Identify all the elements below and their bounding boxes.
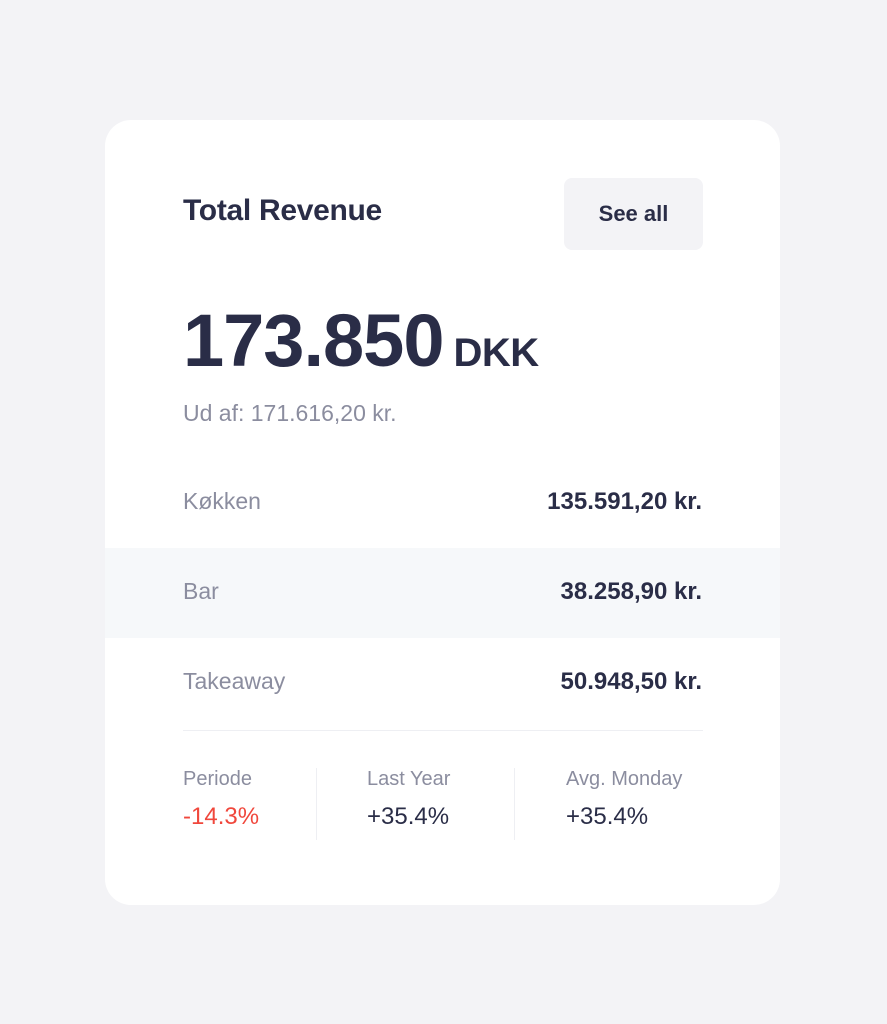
card-header: Total Revenue See all	[183, 178, 703, 250]
row-value: 50.948,50 kr.	[560, 668, 702, 695]
total-amount: 173.850	[183, 299, 444, 382]
total-currency: DKK	[453, 331, 540, 375]
stat-periode: Periode -14.3%	[183, 768, 259, 848]
divider	[183, 730, 703, 731]
row-label: Takeaway	[183, 668, 286, 694]
stat-separator	[514, 768, 515, 840]
card-title: Total Revenue	[183, 194, 382, 227]
stat-value: +35.4%	[566, 803, 649, 830]
revenue-breakdown-list: Køkken 135.591,20 kr. Bar 38.258,90 kr. …	[105, 458, 780, 728]
list-item-takeaway: Takeaway 50.948,50 kr.	[105, 638, 780, 728]
row-value: 38.258,90 kr.	[560, 578, 702, 605]
stat-label: Last Year	[367, 768, 451, 790]
total-revenue: 173.850 DKK	[183, 298, 539, 383]
stat-value: -14.3%	[183, 803, 260, 830]
stat-separator	[316, 768, 317, 840]
list-item-kokken: Køkken 135.591,20 kr.	[105, 458, 780, 548]
stats-row: Periode -14.3% Last Year +35.4% Avg. Mon…	[183, 768, 703, 848]
stat-avg-monday: Avg. Monday +35.4%	[566, 768, 682, 848]
stat-value: +35.4%	[367, 803, 450, 830]
revenue-subtitle: Ud af: 171.616,20 kr.	[183, 400, 397, 426]
row-label: Køkken	[183, 488, 261, 514]
list-item-bar: Bar 38.258,90 kr.	[105, 548, 780, 638]
stat-last-year: Last Year +35.4%	[367, 768, 450, 848]
see-all-button[interactable]: See all	[564, 178, 703, 250]
row-value: 135.591,20 kr.	[547, 488, 702, 515]
stat-label: Avg. Monday	[566, 768, 683, 790]
stat-label: Periode	[183, 768, 252, 790]
revenue-card: Total Revenue See all 173.850 DKK Ud af: …	[105, 120, 780, 905]
row-label: Bar	[183, 578, 219, 604]
